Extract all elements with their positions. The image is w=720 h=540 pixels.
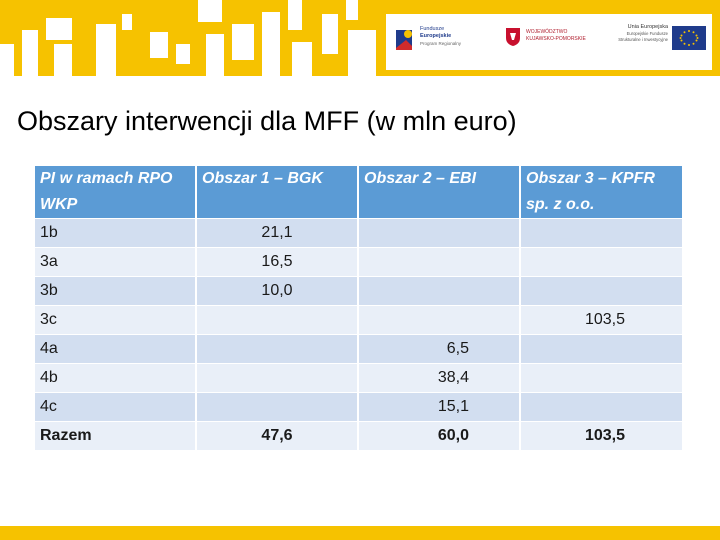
cell-obszar-1: 21,1 bbox=[197, 219, 357, 247]
intervention-table: PI w ramach RPO WKP Obszar 1 – BGK Obsza… bbox=[33, 165, 684, 451]
cell-obszar-2 bbox=[359, 219, 519, 247]
column-header-pi: PI w ramach RPO WKP bbox=[35, 166, 195, 218]
coat-of-arms-icon bbox=[506, 28, 520, 46]
cell-obszar-2: 6,5 bbox=[359, 335, 519, 363]
eu-flag-icon bbox=[672, 26, 706, 50]
column-header-obszar-1: Obszar 1 – BGK bbox=[197, 166, 357, 218]
ue-line3: Strukturalne i Inwestycyjne bbox=[618, 37, 668, 42]
cell-obszar-2 bbox=[359, 306, 519, 334]
ue-line1: Unia Europejska bbox=[627, 24, 668, 30]
page-title: Obszary interwencji dla MFF (w mln euro) bbox=[17, 106, 517, 136]
cell-obszar-2: 38,4 bbox=[359, 364, 519, 392]
fundusze-line2: Europejskie bbox=[420, 33, 452, 39]
table-row: 4c 15,1 bbox=[35, 393, 682, 421]
table-row: 4a 6,5 bbox=[35, 335, 682, 363]
cell-obszar-1: 16,5 bbox=[197, 248, 357, 276]
cell-obszar-1 bbox=[197, 393, 357, 421]
cell-obszar-1: 47,6 bbox=[197, 422, 357, 450]
header-banner: Fundusze Europejskie Program Regionalny … bbox=[0, 0, 720, 76]
wojewodztwo-line1: WOJEWÓDZTWO bbox=[526, 29, 568, 35]
table-row: 3a 16,5 bbox=[35, 248, 682, 276]
logo-panel: Fundusze Europejskie Program Regionalny … bbox=[386, 14, 712, 70]
cell-pi: 3a bbox=[35, 248, 195, 276]
cell-obszar-1 bbox=[197, 335, 357, 363]
fundusze-europejskie-logo: Fundusze Europejskie Program Regionalny bbox=[396, 26, 496, 62]
cell-obszar-2 bbox=[359, 277, 519, 305]
fundusze-europejskie-icon bbox=[396, 30, 412, 50]
column-header-obszar-2: Obszar 2 – EBI bbox=[359, 166, 519, 218]
table-row: 1b 21,1 bbox=[35, 219, 682, 247]
ue-line2: Europejskie Fundusze bbox=[626, 30, 668, 36]
cell-obszar-1 bbox=[197, 364, 357, 392]
cell-pi: 3c bbox=[35, 306, 195, 334]
cell-obszar-3 bbox=[521, 335, 682, 363]
cell-obszar-3 bbox=[521, 219, 682, 247]
cell-obszar-2: 15,1 bbox=[359, 393, 519, 421]
cell-pi: Razem bbox=[35, 422, 195, 450]
table-total-row: Razem 47,6 60,0 103,5 bbox=[35, 422, 682, 450]
cell-obszar-2 bbox=[359, 248, 519, 276]
table-row: 3b 10,0 bbox=[35, 277, 682, 305]
cell-obszar-1: 10,0 bbox=[197, 277, 357, 305]
fundusze-line1: Fundusze bbox=[420, 26, 445, 32]
cell-obszar-3: 103,5 bbox=[521, 306, 682, 334]
cell-obszar-2: 60,0 bbox=[359, 422, 519, 450]
cell-obszar-3: 103,5 bbox=[521, 422, 682, 450]
wojewodztwo-line2: KUJAWSKO-POMORSKIE bbox=[526, 35, 586, 42]
column-header-obszar-3: Obszar 3 – KPFR sp. z o.o. bbox=[521, 166, 682, 218]
cell-obszar-3 bbox=[521, 277, 682, 305]
cell-pi: 1b bbox=[35, 219, 195, 247]
unia-europejska-logo: Unia Europejska Europejskie Fundusze Str… bbox=[616, 24, 708, 58]
fundusze-line3: Program Regionalny bbox=[420, 41, 462, 46]
table-row: 3c 103,5 bbox=[35, 306, 682, 334]
cell-pi: 3b bbox=[35, 277, 195, 305]
cell-obszar-3 bbox=[521, 364, 682, 392]
cell-pi: 4b bbox=[35, 364, 195, 392]
decorative-blocks bbox=[0, 0, 386, 76]
cell-obszar-1 bbox=[197, 306, 357, 334]
table-row: 4b 38,4 bbox=[35, 364, 682, 392]
table-header-row: PI w ramach RPO WKP Obszar 1 – BGK Obsza… bbox=[35, 166, 682, 218]
cell-obszar-3 bbox=[521, 248, 682, 276]
cell-pi: 4a bbox=[35, 335, 195, 363]
wojewodztwo-logo: WOJEWÓDZTWO KUJAWSKO-POMORSKIE bbox=[506, 28, 606, 58]
footer-strip bbox=[0, 526, 720, 540]
cell-pi: 4c bbox=[35, 393, 195, 421]
cell-obszar-3 bbox=[521, 393, 682, 421]
